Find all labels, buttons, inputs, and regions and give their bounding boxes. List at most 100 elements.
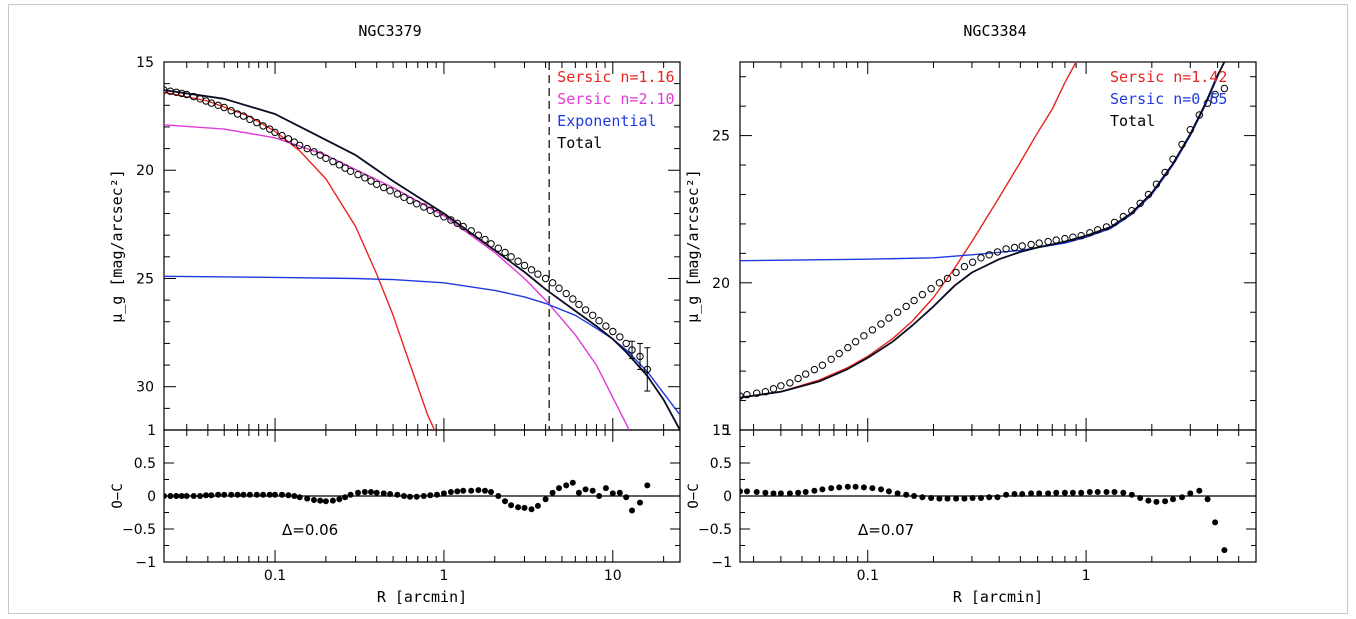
residual-point bbox=[1204, 496, 1211, 503]
residual-point bbox=[869, 485, 876, 492]
residual-point bbox=[460, 487, 467, 494]
residual-point bbox=[903, 491, 910, 498]
residual-point bbox=[596, 493, 603, 499]
residual-point bbox=[291, 493, 298, 499]
data-point bbox=[575, 300, 583, 309]
data-point bbox=[943, 274, 952, 283]
data-point bbox=[548, 279, 557, 287]
data-point bbox=[569, 295, 577, 303]
residual-point bbox=[355, 489, 361, 496]
residual-point bbox=[475, 487, 482, 494]
residual-point bbox=[508, 502, 515, 509]
series-line-sersic-n-2-10 bbox=[164, 124, 630, 430]
data-point bbox=[1052, 236, 1060, 244]
data-point bbox=[827, 355, 835, 363]
residual-point bbox=[373, 489, 380, 496]
residual-point bbox=[744, 488, 750, 495]
data-point bbox=[527, 266, 536, 274]
residual-point bbox=[1061, 489, 1068, 496]
residual-point bbox=[401, 493, 407, 499]
residual-point bbox=[616, 489, 623, 496]
residual-point bbox=[1069, 489, 1076, 496]
data-point bbox=[393, 190, 402, 198]
data-point bbox=[507, 253, 515, 261]
residual-point bbox=[994, 494, 1001, 501]
residual-point bbox=[1212, 519, 1219, 526]
legend-entry: Sersic n=1.16 bbox=[557, 68, 674, 86]
residual-point bbox=[936, 495, 943, 502]
residual-point bbox=[447, 489, 454, 495]
data-point bbox=[844, 343, 852, 352]
residual-y-tick-label: 0.5 bbox=[710, 456, 732, 472]
residual-point bbox=[836, 484, 843, 491]
data-point bbox=[636, 352, 644, 361]
residual-y-tick-label: 1 bbox=[723, 423, 732, 439]
y-tick-label: 20 bbox=[136, 163, 154, 179]
data-point bbox=[1169, 155, 1177, 163]
residual-point bbox=[440, 490, 447, 497]
residual-point bbox=[629, 507, 635, 514]
data-point bbox=[447, 216, 455, 224]
residual-point bbox=[828, 485, 835, 492]
data-point bbox=[386, 187, 394, 195]
legend-entry: Total bbox=[1110, 112, 1155, 130]
residual-point bbox=[986, 494, 993, 501]
residual-point bbox=[420, 493, 427, 499]
data-point bbox=[927, 285, 935, 293]
residual-point bbox=[387, 491, 394, 497]
residual-point bbox=[878, 486, 884, 493]
data-point bbox=[589, 311, 597, 319]
residual-point bbox=[953, 495, 960, 502]
data-point bbox=[453, 219, 461, 228]
residual-point bbox=[521, 504, 528, 511]
data-point bbox=[851, 338, 860, 346]
legend-entry: Total bbox=[557, 134, 602, 152]
data-point bbox=[885, 314, 893, 322]
residual-point bbox=[770, 490, 777, 497]
residual-point bbox=[1162, 498, 1169, 505]
residual-point bbox=[347, 491, 354, 498]
residual-y-tick-label: −0.5 bbox=[122, 522, 156, 538]
residual-point bbox=[569, 479, 576, 486]
x-tick-label: 0.1 bbox=[264, 568, 286, 584]
data-point bbox=[373, 180, 381, 189]
residual-point bbox=[336, 496, 343, 503]
residual-point bbox=[203, 492, 209, 499]
data-point bbox=[743, 391, 751, 399]
residual-point bbox=[844, 483, 851, 490]
data-point bbox=[501, 248, 509, 257]
residual-point bbox=[342, 494, 349, 501]
residual-point bbox=[1086, 489, 1093, 495]
data-point bbox=[1018, 242, 1026, 250]
residual-point bbox=[802, 489, 809, 495]
data-point bbox=[777, 382, 785, 390]
data-point bbox=[207, 99, 216, 107]
data-point bbox=[494, 244, 502, 252]
data-point bbox=[952, 268, 960, 277]
data-point bbox=[910, 296, 918, 305]
data-point bbox=[1077, 232, 1085, 240]
residual-point bbox=[266, 491, 273, 498]
data-point bbox=[893, 308, 902, 316]
y-tick-label: 25 bbox=[136, 271, 154, 287]
data-point bbox=[1144, 190, 1153, 199]
data-point bbox=[1195, 111, 1204, 119]
residual-point bbox=[173, 493, 180, 499]
residual-point bbox=[407, 493, 413, 500]
residual-point bbox=[454, 488, 461, 495]
data-point bbox=[1010, 243, 1019, 252]
residual-point bbox=[260, 491, 267, 498]
data-point bbox=[616, 333, 624, 341]
data-point bbox=[426, 206, 434, 215]
residual-point bbox=[819, 486, 826, 493]
residual-point bbox=[1153, 498, 1160, 505]
data-point bbox=[361, 174, 369, 182]
data-point bbox=[562, 289, 570, 298]
data-point bbox=[534, 270, 542, 278]
data-point bbox=[1211, 90, 1219, 99]
data-point bbox=[303, 144, 311, 153]
residual-point bbox=[304, 495, 311, 502]
residual-y-axis-label: O−C bbox=[110, 483, 126, 508]
residual-point bbox=[575, 489, 582, 496]
